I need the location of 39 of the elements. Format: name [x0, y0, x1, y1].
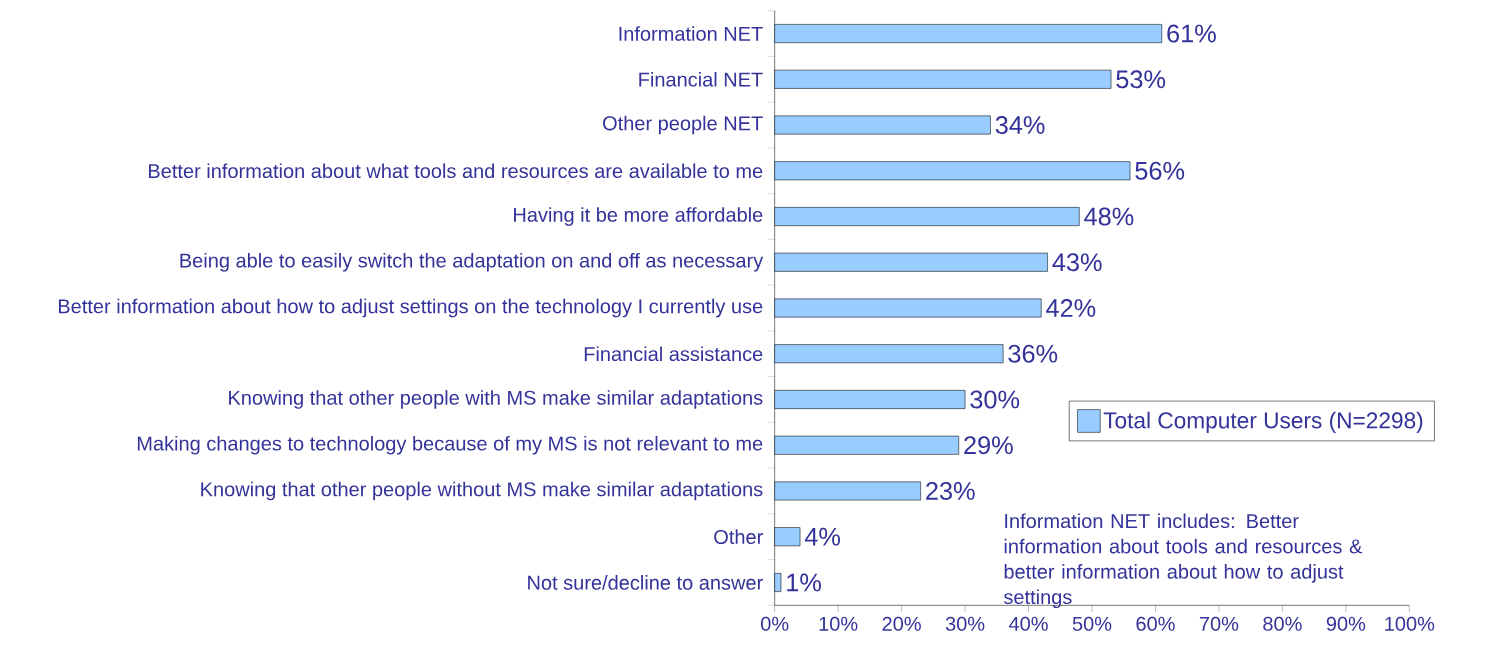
x-tick-label: 10% — [819, 616, 858, 631]
data-label: 34% — [995, 116, 1045, 134]
data-label: 42% — [1046, 299, 1096, 317]
annotation: Information NET includes: Better information about tools and resources & better information about how to adjust settings — [1003, 513, 1363, 609]
data-label: 4% — [804, 527, 841, 546]
legend-label: Total Computer Users (N=2298) — [1103, 411, 1423, 433]
data-label: 61% — [1167, 24, 1216, 43]
x-tick-label: 0% — [760, 616, 789, 631]
y-tick-label: Other — [714, 529, 763, 545]
x-tick-label: 80% — [1263, 616, 1302, 631]
data-label: 53% — [1116, 70, 1166, 89]
x-tick-label: 100% — [1385, 616, 1435, 631]
x-tick-label: 50% — [1072, 616, 1112, 631]
y-tick-label: Financial assistance — [584, 346, 763, 362]
data-label: 30% — [970, 390, 1020, 409]
y-tick-label: Financial NET — [639, 71, 763, 87]
data-label: 56% — [1135, 161, 1185, 180]
data-label: 1% — [787, 573, 821, 592]
y-tick-label: Better information about what tools and resources are available to me — [149, 163, 763, 179]
data-label: 23% — [926, 482, 975, 500]
y-tick-label: Better information about how to adjust settings on the technology I currently use — [58, 298, 763, 318]
data-label: 36% — [1008, 344, 1058, 363]
y-tick-label: Not sure/decline to answer — [528, 575, 763, 590]
y-tick-label: Being able to easily switch the adaptation on and off as necessary — [180, 252, 764, 272]
y-tick-label: Information NET — [619, 26, 763, 41]
x-tick-label: 30% — [945, 616, 985, 631]
y-tick-label: Making changes to technology because of my MS is not relevant to me — [137, 435, 763, 455]
y-tick-label: Other people NET — [603, 115, 763, 135]
data-label: 43% — [1052, 253, 1102, 272]
y-tick-label: Knowing that other people without MS make similar adaptations — [201, 481, 763, 501]
x-tick-label: 40% — [1008, 616, 1048, 631]
data-label: 48% — [1084, 207, 1134, 226]
x-tick-label: 60% — [1136, 616, 1175, 631]
x-tick-label: 20% — [882, 616, 921, 631]
x-tick-label: 90% — [1326, 616, 1366, 631]
data-label: 29% — [964, 436, 1013, 455]
y-tick-label: Having it be more affordable — [514, 207, 763, 226]
y-tick-label: Knowing that other people with MS make similar adaptations — [229, 390, 763, 409]
x-tick-label: 70% — [1199, 616, 1239, 631]
